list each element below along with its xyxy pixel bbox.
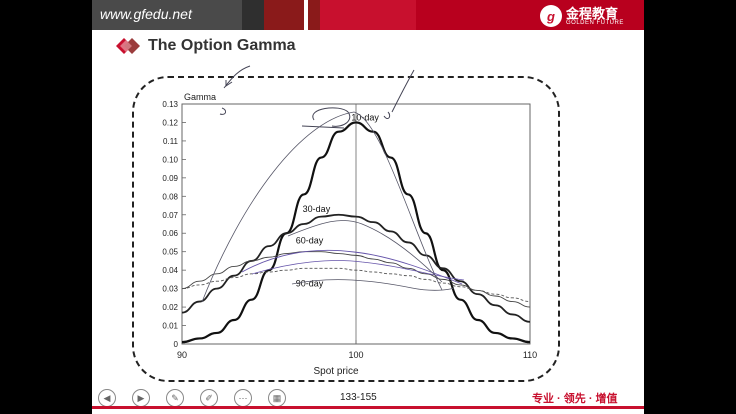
banner-block <box>416 0 644 30</box>
brand-name-en: GOLDEN FUTURE <box>566 19 624 26</box>
x-tick-label: 90 <box>177 350 187 360</box>
y-tick-label: 0.03 <box>162 285 178 294</box>
x-tick-label: 100 <box>348 350 363 360</box>
y-tick-label: 0 <box>174 340 179 349</box>
page-number: 133-155 <box>340 392 377 403</box>
slide-title: The Option Gamma <box>148 37 296 54</box>
site-url[interactable]: www.gfedu.net <box>100 6 192 22</box>
y-tick-label: 0.12 <box>162 118 178 127</box>
series-line-4 <box>181 267 531 302</box>
y-tick-label: 0.08 <box>162 192 178 201</box>
series-label: 10-day <box>351 113 379 123</box>
series-label: 30-day <box>303 204 331 214</box>
pen-annotations <box>201 65 465 303</box>
series-line-3 <box>181 251 531 308</box>
y-tick-label: 0.10 <box>162 155 178 164</box>
brand-emblem-icon: g <box>540 5 562 27</box>
series-label: 60-day <box>296 235 324 245</box>
highlighter-button[interactable]: ✐ <box>200 389 218 407</box>
prev-slide-button[interactable]: ◀ <box>98 389 116 407</box>
y-tick-label: 0.01 <box>162 322 178 331</box>
top-banner: www.gfedu.net g 金程教育 GOLDEN FUTURE <box>92 0 644 30</box>
y-tick-label: 0.13 <box>162 100 178 109</box>
banner-block <box>308 0 320 30</box>
y-tick-label: 0.07 <box>162 211 178 220</box>
y-axis-label: Gamma <box>184 92 216 102</box>
gamma-chart: 0 0.01 0.02 0.03 0.04 0.05 0.06 0.07 0.08 0.09 0.1… <box>162 65 537 377</box>
banner-block <box>320 0 416 30</box>
dashed-frame <box>132 76 560 382</box>
brand-logo: g 金程教育 GOLDEN FUTURE <box>540 5 624 27</box>
series-line-1 <box>181 121 531 344</box>
banner-block <box>242 0 264 30</box>
y-tick-label: 0.09 <box>162 174 178 183</box>
brand-name-cn: 金程教育 <box>566 5 619 21</box>
banner-block <box>304 0 308 30</box>
pen-tool-button[interactable]: ✎ <box>166 389 184 407</box>
y-tick-label: 0.04 <box>162 266 178 275</box>
more-options-button[interactable]: ⋯ <box>234 389 252 407</box>
x-axis-label: Spot price <box>313 366 358 377</box>
slides-grid-button[interactable]: ▦ <box>268 389 286 407</box>
plot-area: 0 0.01 0.02 0.03 0.04 0.05 0.06 0.07 0.08 0.09 0.1… <box>162 92 537 377</box>
y-tick-label: 0.02 <box>162 303 178 312</box>
slogan: 专业 · 领先 · 增值 <box>532 393 618 405</box>
slide: www.gfedu.net g 金程教育 GOLDEN FUTURE The O… <box>92 0 644 414</box>
next-slide-button[interactable]: ▶ <box>132 389 150 407</box>
series-line-2 <box>181 213 531 323</box>
banner-block <box>264 0 304 30</box>
series-label: 90-day <box>296 278 324 288</box>
y-tick-label: 0.11 <box>163 137 179 146</box>
y-tick-label: 0.05 <box>162 248 178 257</box>
footer-divider <box>92 406 644 409</box>
title-row: The Option Gamma <box>114 36 296 56</box>
diamond-bullet-icon <box>116 38 140 54</box>
y-tick-label: 0.06 <box>162 229 178 238</box>
x-tick-label: 110 <box>523 350 537 360</box>
